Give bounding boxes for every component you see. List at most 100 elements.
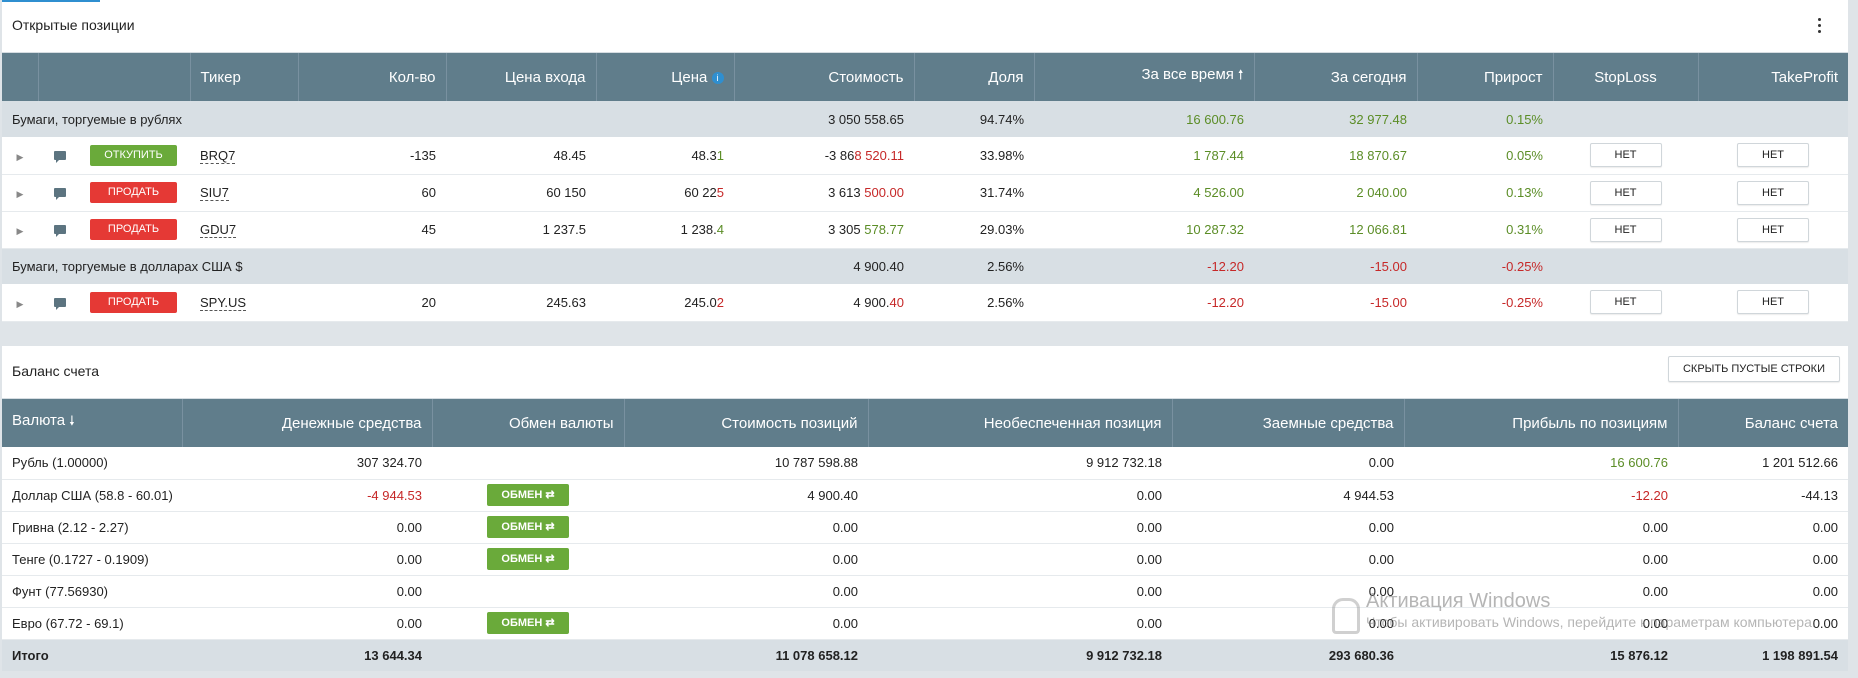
col-ticker[interactable]: Тикер [190, 53, 299, 101]
total-exchange-empty [432, 639, 624, 671]
sell-button[interactable]: ПРОДАТЬ [90, 219, 177, 240]
cost-changed-part: 500.00 [864, 185, 904, 200]
col-exchange[interactable]: Обмен валюты [432, 399, 625, 447]
price-last-digit: 4 [716, 222, 724, 237]
currency-cell: Тенге (0.1727 - 0.1909) [2, 543, 182, 576]
col-borrowed[interactable]: Заемные средства [1172, 399, 1405, 447]
hide-empty-rows-button[interactable]: СКРЫТЬ ПУСТЫЕ СТРОКИ [1667, 356, 1840, 382]
info-icon[interactable]: i [711, 71, 724, 84]
group-takeprofit-empty [1698, 101, 1848, 137]
price-cell: 60 225 [596, 174, 734, 212]
price-main: 245.0 [684, 294, 717, 310]
exchange-button[interactable]: ОБМЕН ⇄ [487, 548, 569, 570]
growth-cell: -0.25% [1417, 284, 1553, 322]
col-takeprofit[interactable]: TakeProfit [1771, 68, 1838, 86]
actions-cell: ОТКУПИТЬ [38, 137, 190, 175]
col-balance[interactable]: Баланс счета [1744, 414, 1838, 432]
exchange-button[interactable]: ОБМЕН ⇄ [487, 612, 569, 634]
group-value: 4 900.40 [853, 258, 904, 274]
ticker-link[interactable]: BRQ7 [200, 147, 236, 164]
exchange-cell [432, 575, 624, 608]
ticker-link[interactable]: SPY.US [200, 294, 247, 311]
takeprofit-button[interactable]: НЕТ [1737, 290, 1809, 315]
balance-cell: 0.00 [1678, 511, 1848, 544]
stoploss-button[interactable]: НЕТ [1589, 143, 1662, 168]
today-cell: 18 870.67 [1254, 137, 1417, 175]
stoploss-button[interactable]: НЕТ [1589, 217, 1662, 242]
col-positions-value[interactable]: Стоимость позиций [624, 399, 869, 447]
col-entry-price[interactable]: Цена входа [446, 53, 597, 101]
expand-arrow-icon[interactable]: ▶ [16, 298, 24, 309]
expand-arrow-icon[interactable]: ▶ [16, 226, 24, 236]
qty-cell: 45 [298, 211, 446, 249]
cost-main: 3 613 [828, 185, 865, 200]
col-all-time[interactable]: За все время 🠕 [1034, 53, 1255, 101]
comment-icon[interactable] [54, 188, 66, 200]
today-cell: 12 066.81 [1254, 211, 1417, 249]
comment-icon[interactable] [54, 225, 66, 237]
total-unsecured: 9 912 732.18 [1086, 647, 1162, 663]
expand-arrow-icon[interactable]: ▶ [16, 151, 24, 162]
ticker-cell: BRQ7 [190, 137, 298, 175]
qty-cell: 20 [298, 284, 446, 322]
expand-arrow-icon[interactable]: ▶ [16, 189, 24, 199]
today-cell: 2 040.00 [1254, 174, 1417, 212]
sell-button[interactable]: ПРОДАТЬ [90, 291, 177, 313]
growth-cell: 0.13% [1417, 174, 1553, 212]
exchange-button[interactable]: ОБМЕН ⇄ [487, 484, 569, 506]
ticker-link[interactable]: SIU7 [200, 185, 229, 201]
exchange-cell: ОБМЕН ⇄ [432, 479, 624, 512]
open-positions-panel: Открытые позиции Тикер Кол-во Цена входа… [2, 0, 1848, 322]
price-last-digit: 5 [716, 185, 724, 200]
positions-value-cell: 0.00 [624, 607, 868, 640]
active-tab-indicator [2, 0, 100, 2]
total-borrowed: 293 680.36 [1328, 647, 1394, 663]
col-qty[interactable]: Кол-во [298, 53, 447, 101]
unsecured-cell: 9 912 732.18 [868, 447, 1172, 480]
col-today[interactable]: За сегодня [1254, 53, 1418, 101]
col-stoploss[interactable]: StopLoss [1553, 53, 1699, 101]
takeprofit-button[interactable]: НЕТ [1737, 217, 1809, 242]
ticker-link[interactable]: GDU7 [200, 222, 237, 238]
exchange-button[interactable]: ОБМЕН ⇄ [487, 516, 569, 538]
balance-header-row: Валюта 🠗 Денежные средства Обмен валюты С… [2, 399, 1848, 447]
all-time-cell: 4 526.00 [1034, 174, 1254, 212]
balance-cell: 1 201 512.66 [1678, 447, 1848, 480]
balance-row: Гривна (2.12 - 2.27) 0.00 ОБМЕН ⇄ 0.00 0.00 0… [2, 511, 1848, 544]
stoploss-button[interactable]: НЕТ [1589, 180, 1662, 205]
col-unsecured[interactable]: Необеспеченная позиция [868, 399, 1173, 447]
price-last-digit: 2 [716, 294, 724, 310]
qty-cell: -135 [298, 137, 446, 175]
positions-value-cell: 0.00 [624, 575, 868, 608]
buy-back-button[interactable]: ОТКУПИТЬ [90, 144, 177, 166]
takeprofit-button[interactable]: НЕТ [1737, 180, 1809, 205]
stoploss-button[interactable]: НЕТ [1589, 290, 1662, 315]
profit-cell: 0.00 [1404, 543, 1678, 576]
currency-cell: Евро (67.72 - 69.1) [2, 607, 182, 640]
cost-cell: 3 305 578.77 [734, 211, 914, 249]
col-cost[interactable]: Стоимость [734, 53, 915, 101]
borrowed-cell: 0.00 [1172, 543, 1404, 576]
col-growth[interactable]: Прирост [1417, 53, 1554, 101]
col-profit[interactable]: Прибыль по позициям [1404, 399, 1679, 447]
group-growth: -0.25% [1501, 258, 1543, 274]
col-price[interactable]: Цена i [596, 53, 735, 101]
col-share[interactable]: Доля [914, 53, 1035, 101]
currency-cell: Доллар США (58.8 - 60.01) [2, 479, 182, 512]
sell-button[interactable]: ПРОДАТЬ [90, 182, 177, 203]
stoploss-cell: НЕТ [1553, 284, 1698, 322]
price-last-digit: 1 [716, 147, 724, 163]
price-main: 48.3 [691, 147, 717, 163]
comment-icon[interactable] [54, 150, 66, 163]
col-cash[interactable]: Денежные средства [182, 399, 433, 447]
more-options-icon[interactable] [1818, 18, 1822, 36]
positions-value-cell: 10 787 598.88 [624, 447, 868, 480]
comment-icon[interactable] [54, 297, 66, 310]
total-profit: 15 876.12 [1610, 647, 1668, 663]
col-currency[interactable]: Валюта 🠗 [2, 399, 183, 447]
exchange-cell [432, 447, 624, 480]
qty-cell: 60 [298, 174, 446, 212]
price-cell: 48.31 [596, 137, 734, 175]
balance-row: Фунт (77.56930) 0.00 0.00 0.00 0.00 0.00 0.00 [2, 575, 1848, 608]
takeprofit-button[interactable]: НЕТ [1737, 143, 1809, 168]
